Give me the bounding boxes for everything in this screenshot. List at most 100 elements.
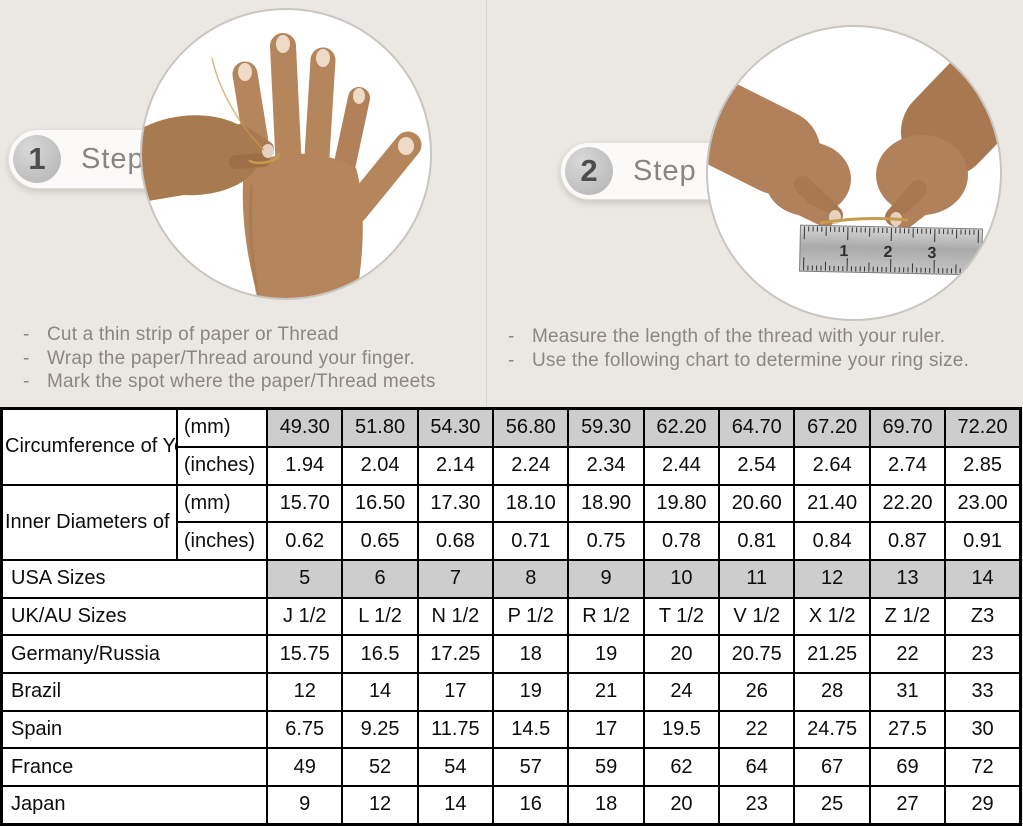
row-label: UK/AU Sizes [0, 596, 269, 637]
value-cell: 23 [944, 634, 1022, 674]
row-label: Japan [0, 784, 269, 826]
value-cell: 16 [492, 784, 570, 826]
value-cell: 12 [341, 784, 419, 826]
section-divider [486, 0, 487, 407]
value-cell: 11 [718, 558, 796, 599]
value-cell: 69 [868, 747, 947, 787]
value-cell: 20.60 [718, 483, 796, 524]
step-number-circle: 1 [13, 135, 61, 183]
row-label: Spain [0, 709, 269, 750]
step-number-circle: 2 [565, 147, 613, 195]
value-cell: 49 [266, 747, 344, 787]
value-cell: 2.14 [416, 445, 495, 486]
value-cell: 69.70 [868, 407, 947, 448]
bullet-dash: - [508, 349, 515, 371]
value-cell: 5 [266, 558, 344, 599]
value-cell: 29 [944, 784, 1022, 826]
value-cell: 25 [793, 784, 871, 826]
step-label: Step [81, 142, 145, 175]
value-cell: 2.64 [793, 445, 871, 486]
value-cell: V 1/2 [718, 596, 796, 637]
value-cell: 0.71 [492, 521, 570, 561]
value-cell: 13 [868, 558, 947, 599]
value-cell: 62 [642, 747, 721, 787]
value-cell: 17.25 [416, 634, 495, 674]
value-cell: 2.34 [567, 445, 645, 486]
value-cell: 6 [341, 558, 419, 599]
table-row: USA Sizes 5 6 7 8 9 10 11 12 13 14 [0, 558, 1022, 599]
instruction-text: Measure the length of the thread with yo… [532, 326, 946, 347]
value-cell: 54.30 [416, 407, 495, 448]
value-cell: T 1/2 [642, 596, 721, 637]
value-cell: 14 [944, 558, 1022, 599]
row-label: France [0, 747, 269, 787]
instruction-line: - Use the following chart to determine yo… [505, 349, 1020, 373]
value-cell: 16.5 [341, 634, 419, 674]
row-label: USA Sizes [0, 558, 269, 599]
value-cell: 19.80 [642, 483, 721, 524]
value-cell: 31 [868, 671, 947, 712]
value-cell: 18.90 [567, 483, 645, 524]
value-cell: 23 [718, 784, 796, 826]
value-cell: 7 [416, 558, 495, 599]
step-2-instructions: - Measure the length of the thread with y… [505, 325, 1020, 372]
value-cell: 1.94 [266, 445, 344, 486]
value-cell: 64 [718, 747, 796, 787]
value-cell: 6.75 [266, 709, 344, 750]
value-cell: 27 [868, 784, 947, 826]
value-cell: 14 [341, 671, 419, 712]
value-cell: 27.5 [868, 709, 947, 750]
value-cell: 0.65 [341, 521, 419, 561]
value-cell: 59.30 [567, 407, 645, 448]
hand-with-thread-icon [142, 33, 422, 298]
value-cell: 19.5 [642, 709, 721, 750]
row-group-label: Circumference of Your Finger [0, 407, 178, 486]
value-cell: 20 [642, 784, 721, 826]
value-cell: N 1/2 [416, 596, 495, 637]
table-row: France 49 52 54 57 59 62 64 67 69 72 [0, 747, 1022, 787]
unit-label: (inches) [175, 445, 269, 486]
value-cell: Z3 [944, 596, 1022, 637]
value-cell: 14 [416, 784, 495, 826]
value-cell: 22 [868, 634, 947, 674]
value-cell: 18 [567, 784, 645, 826]
table-row: Germany/Russia 15.75 16.5 17.25 18 19 20 20.75 2… [0, 634, 1022, 674]
unit-label: (mm) [175, 407, 269, 448]
instruction-text: Mark the spot where the paper/Thread mee… [47, 371, 436, 392]
value-cell: 0.68 [416, 521, 495, 561]
value-cell: 0.84 [793, 521, 871, 561]
value-cell: 33 [944, 671, 1022, 712]
value-cell: 19 [492, 671, 570, 712]
value-cell: 21 [567, 671, 645, 712]
table-row: (inches) 0.62 0.65 0.68 0.71 0.75 0.78 0.81 0.84… [2, 521, 1022, 561]
value-cell: 2.54 [718, 445, 796, 486]
value-cell: 12 [793, 558, 871, 599]
step-1-instructions: - Cut a thin strip of paper or Thread - Wra… [20, 323, 490, 394]
value-cell: 2.24 [492, 445, 570, 486]
value-cell: 51.80 [341, 407, 419, 448]
value-cell: 17 [416, 671, 495, 712]
instruction-line: - Measure the length of the thread with y… [505, 325, 1020, 349]
bullet-dash: - [23, 371, 30, 392]
instruction-line: - Mark the spot where the paper/Thread me… [20, 370, 490, 394]
value-cell: 16.50 [341, 483, 419, 524]
value-cell: 12 [266, 671, 344, 712]
value-cell: 67.20 [793, 407, 871, 448]
value-cell: 18 [492, 634, 570, 674]
thread-ruler-measuring-icon: 1 2 3 [708, 27, 1000, 276]
instruction-text: Wrap the paper/Thread around your finger… [47, 347, 416, 369]
value-cell: 57 [492, 747, 570, 787]
value-cell: 17 [567, 709, 645, 750]
row-label: Germany/Russia [0, 634, 269, 674]
bullet-dash: - [23, 347, 30, 369]
step-2-photo: 1 2 3 [706, 25, 1002, 321]
value-cell: 49.30 [266, 407, 344, 448]
value-cell: L 1/2 [341, 596, 419, 637]
svg-text:2: 2 [883, 244, 892, 261]
value-cell: 0.62 [266, 521, 344, 561]
row-group-label: Inner Diameters of Rings [0, 483, 178, 561]
value-cell: 20.75 [718, 634, 796, 674]
value-cell: 72 [944, 747, 1022, 787]
instruction-line: - Wrap the paper/Thread around your finge… [20, 347, 490, 371]
unit-label: (mm) [175, 483, 269, 524]
